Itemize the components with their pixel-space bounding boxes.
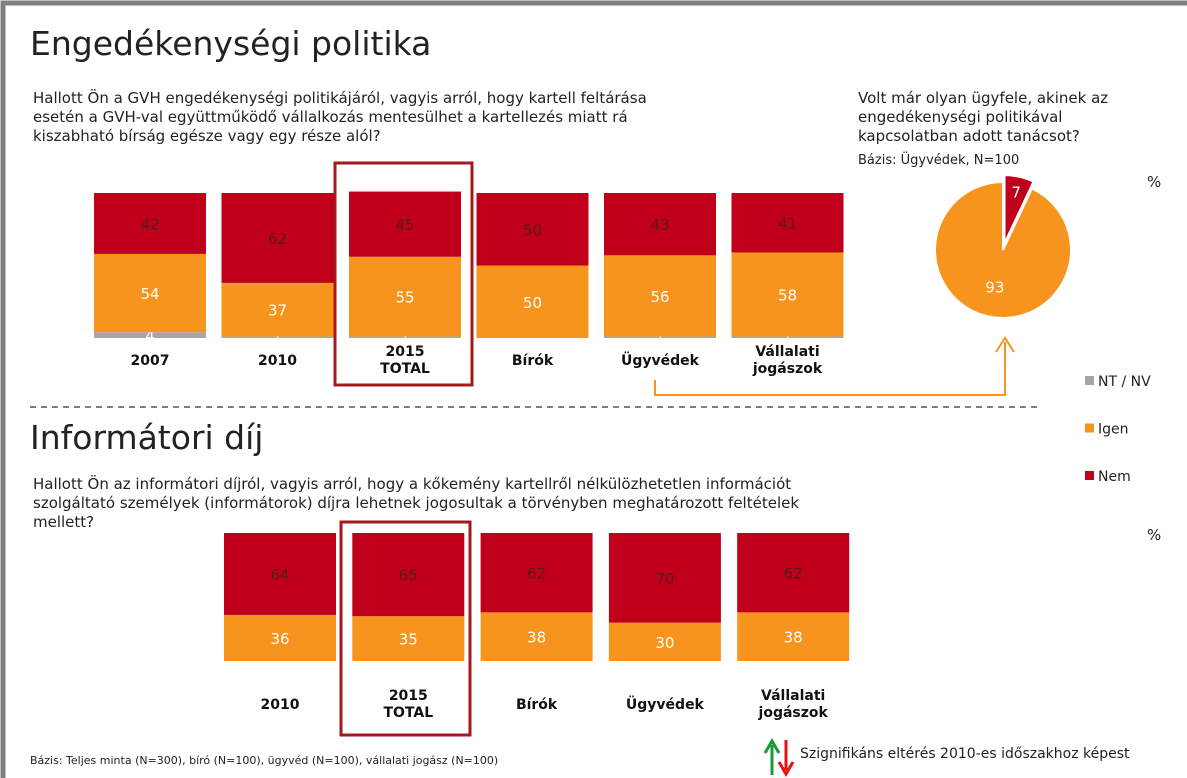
bar-segment [731, 252, 844, 337]
legend-swatch [1085, 376, 1094, 385]
bar-segment [737, 533, 850, 613]
bar-segment [608, 533, 721, 623]
bar-segment [224, 614, 336, 661]
category-label: Ügyvédek [625, 697, 704, 713]
question: Hallott Ön az informátori díjról, vagyis… [33, 475, 800, 531]
data-label: 38 [784, 629, 803, 647]
bar-segment [221, 193, 334, 283]
question: Volt már olyan ügyfele, akinek az engedé… [858, 89, 1109, 145]
data-label: 70 [655, 570, 674, 588]
bar-segment [224, 533, 336, 615]
data-label: 62 [784, 565, 803, 583]
connector-head [995, 336, 1015, 353]
data-label: 50 [523, 294, 542, 312]
significance-note: Szignifikáns eltérés 2010-es időszakhoz … [800, 746, 1130, 762]
bar-segment [352, 616, 465, 661]
pie-slice [934, 180, 1072, 319]
bar-segment [94, 332, 206, 338]
bar-segment [604, 336, 716, 338]
question: Hallott Ön a GVH engedékenységi politiká… [33, 89, 647, 145]
base-note: Bázis: Ügyvédek, N=100 [858, 153, 1020, 168]
data-label: 1 [783, 329, 793, 347]
data-label: 4 [145, 327, 155, 345]
data-label: 37 [268, 302, 287, 320]
footnote: Bázis: Teljes minta (N=300), bíró (N=100… [30, 754, 499, 767]
data-label: 30 [655, 634, 674, 652]
data-label: 1 [400, 329, 410, 347]
category-label: 2010 [260, 697, 300, 713]
legend-label: Igen [1098, 422, 1129, 438]
legend-label: Nem [1098, 469, 1131, 485]
bar-segment [221, 336, 334, 338]
data-label: 41 [778, 215, 797, 233]
bar-segment [604, 193, 716, 256]
highlight-box [333, 161, 474, 387]
bar-segment [352, 533, 465, 617]
category-label: Vállalati jogászok [758, 688, 828, 721]
data-label: 62 [268, 230, 287, 248]
data-label: 36 [270, 630, 289, 648]
data-label: 7 [1011, 183, 1021, 201]
data-label: 42 [140, 215, 159, 233]
legend-label: NT / NV [1098, 374, 1151, 390]
category-label: 2015 TOTAL [383, 688, 434, 721]
data-label: 58 [778, 287, 797, 305]
connector [654, 342, 1006, 396]
data-label: 43 [650, 216, 669, 234]
data-label: 1 [273, 329, 283, 347]
category-label: Bírók [515, 697, 558, 713]
bar-segment [476, 193, 589, 266]
category-label: 2010 [258, 353, 297, 369]
data-label: 93 [985, 278, 1004, 296]
bar-segment [349, 336, 461, 338]
data-label: 62 [527, 565, 546, 583]
category-label: 2015 TOTAL [380, 344, 430, 377]
bar-segment [94, 193, 206, 254]
legend-swatch [1085, 471, 1094, 480]
category-label: Bírók [511, 353, 554, 369]
bar-segment [737, 612, 850, 661]
bar-segment [480, 612, 593, 661]
up-arrow [763, 738, 781, 775]
highlight-box [339, 520, 472, 737]
bar-segment [731, 193, 844, 253]
bar-segment [604, 255, 716, 337]
data-label: 54 [140, 285, 159, 303]
data-label: 0 [528, 330, 538, 348]
bar-segment [221, 282, 334, 337]
data-label: 38 [527, 629, 546, 647]
bar-segment [94, 253, 206, 333]
unit: % [1147, 526, 1162, 544]
data-label: 35 [399, 631, 418, 649]
pie-slice [1003, 174, 1035, 244]
bar-segment [349, 191, 461, 257]
bar-segment [731, 336, 844, 338]
bar-segment [349, 256, 461, 337]
data-label: 65 [399, 567, 418, 585]
section-title: Engedékenységi politika [30, 24, 432, 63]
data-label: 1 [655, 329, 665, 347]
data-label: 45 [395, 216, 414, 234]
unit: % [1147, 173, 1162, 191]
data-label: 56 [650, 288, 669, 306]
bar-segment [608, 622, 721, 661]
category-label: Ügyvédek [621, 353, 699, 369]
bar-segment [480, 533, 593, 613]
data-label: 55 [395, 289, 414, 307]
data-label: 64 [270, 566, 289, 584]
down-arrow [777, 740, 795, 777]
data-label: 50 [523, 221, 542, 239]
legend-swatch [1085, 423, 1094, 433]
bar-segment [476, 265, 589, 338]
category-label: 2007 [130, 353, 170, 369]
category-label: Vállalati jogászok [752, 344, 823, 377]
section-title: Informátori díj [30, 418, 264, 457]
